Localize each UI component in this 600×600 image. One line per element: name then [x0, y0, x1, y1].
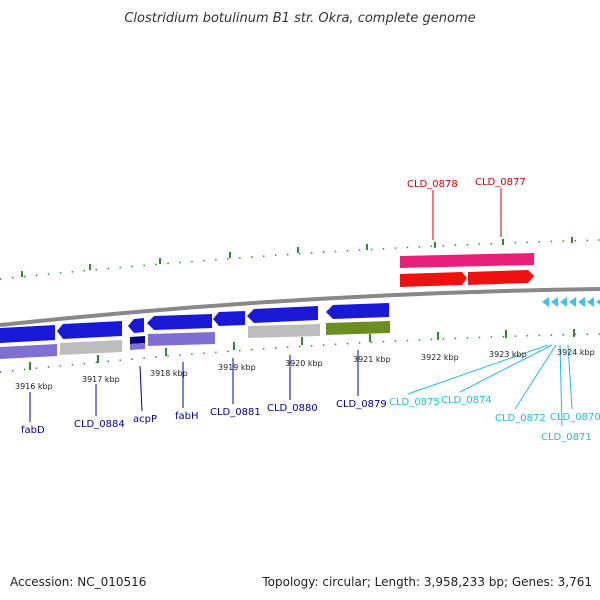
gene-label-acpp[interactable]: acpP: [133, 414, 157, 425]
tick-label-3924: 3924 kbp: [557, 348, 595, 357]
gene-label-cld-0874[interactable]: CLD_0874: [441, 395, 492, 406]
tick-label-3921: 3921 kbp: [353, 355, 391, 364]
small-gene-arrow-5: [587, 297, 594, 307]
leader-line-12: [559, 344, 563, 427]
gene-arrow-cld-0881[interactable]: [213, 311, 245, 326]
gene-arrow-cld-0878[interactable]: [400, 272, 467, 287]
leader-line-10: [459, 344, 553, 393]
small-gene-arrow-6: [596, 299, 600, 305]
leader-line-4: [139, 365, 143, 412]
cds-bar-acpp[interactable]: [130, 336, 145, 344]
gene-arrow-fabh[interactable]: [147, 314, 212, 330]
leader-line-9: [407, 344, 549, 395]
map-title: Clostridium botulinum B1 str. Okra, comp…: [124, 11, 475, 26]
small-gene-arrow-0: [542, 297, 549, 307]
gene-label-cld-0880[interactable]: CLD_0880: [267, 403, 318, 414]
gene-bar-forward-pink[interactable]: [400, 253, 534, 268]
gene-label-fabd[interactable]: fabD: [21, 425, 45, 436]
small-gene-arrow-2: [560, 297, 567, 307]
tick-label-3919: 3919 kbp: [218, 363, 256, 372]
cds-bar-cld-0879[interactable]: [326, 321, 390, 335]
gene-arrow-cld-0877[interactable]: [468, 270, 534, 285]
gene-arrow-acpp[interactable]: [128, 318, 144, 333]
cds-bar-fabh[interactable]: [148, 332, 215, 346]
topology-text: Topology: circular; Length: 3,958,233 bp…: [261, 575, 592, 589]
cds-bar-fabd[interactable]: [0, 344, 57, 359]
leader-line-13: [567, 344, 573, 410]
tick-label-3918: 3918 kbp: [150, 369, 188, 378]
gene-label-cld-0872[interactable]: CLD_0872: [495, 413, 546, 424]
small-gene-arrow-1: [551, 297, 558, 307]
label-leader-lines: [29, 188, 573, 427]
gene-label-cld-0879[interactable]: CLD_0879: [336, 399, 387, 410]
gene-label-cld-0875[interactable]: CLD_0875: [389, 397, 440, 408]
gene-label-cld-0881[interactable]: CLD_0881: [210, 407, 261, 418]
cds-bar-cld-0884[interactable]: [60, 340, 122, 355]
tick-label-3917: 3917 kbp: [82, 375, 120, 384]
leader-line-11: [514, 344, 557, 410]
gene-arrow-cld-0884[interactable]: [57, 321, 122, 339]
gene-arrow-cld-0879[interactable]: [326, 303, 389, 319]
tick-label-3916: 3916 kbp: [15, 382, 53, 391]
gene-arrow-cld-0880[interactable]: [247, 306, 318, 323]
accession-text: Accession: NC_010516: [10, 575, 146, 589]
cds-bar-acpp-lower[interactable]: [130, 343, 145, 350]
gene-label-fabh[interactable]: fabH: [175, 411, 199, 422]
inner-tick-track: [0, 333, 600, 373]
gene-label-cld-0884[interactable]: CLD_0884: [74, 419, 125, 430]
gene-label-cld-0877[interactable]: CLD_0877: [475, 177, 526, 188]
small-gene-arrow-cluster[interactable]: [542, 297, 600, 307]
outer-tick-track: [0, 239, 600, 280]
gene-label-cld-0870[interactable]: CLD_0870: [550, 412, 600, 423]
gene-arrow-fabd[interactable]: [0, 325, 55, 343]
cds-bar-cld-0880[interactable]: [248, 324, 320, 338]
scale-ticks: [21, 237, 575, 370]
tick-label-3923: 3923 kbp: [489, 350, 527, 359]
genome-backbone: [0, 287, 600, 327]
gene-label-cld-0878[interactable]: CLD_0878: [407, 179, 458, 190]
tick-label-3922: 3922 kbp: [421, 353, 459, 362]
small-gene-arrow-3: [569, 297, 576, 307]
tick-label-3920: 3920 kbp: [285, 359, 323, 368]
gene-label-cld-0871[interactable]: CLD_0871: [541, 432, 592, 443]
small-gene-arrow-4: [578, 297, 585, 307]
